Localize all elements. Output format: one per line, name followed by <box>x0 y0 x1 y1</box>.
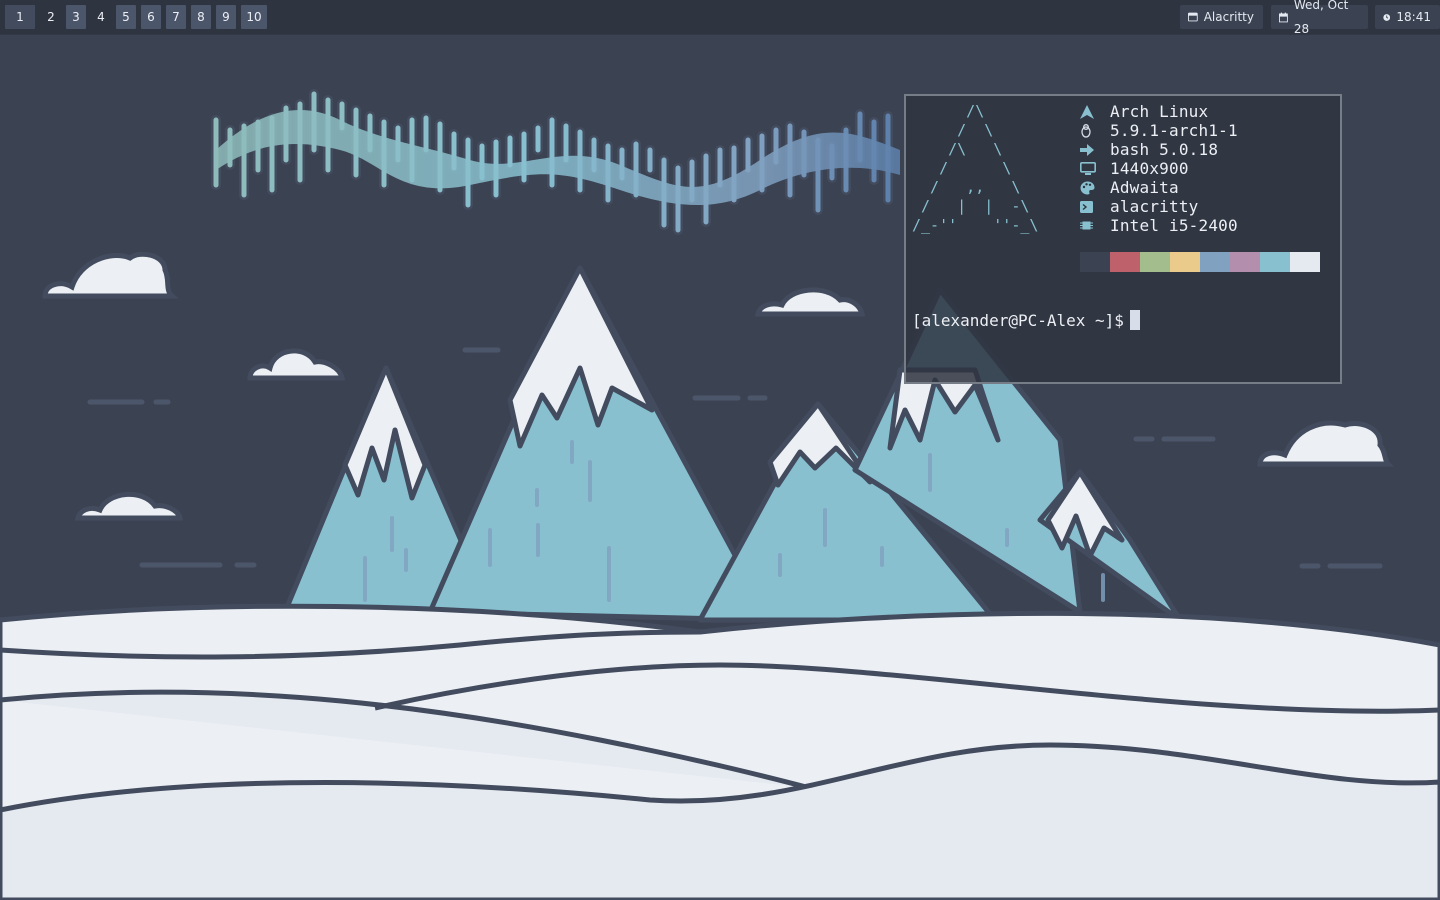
time-label: 18:41 <box>1396 10 1431 24</box>
workspace-8[interactable]: 8 <box>191 5 211 29</box>
active-window-indicator[interactable]: Alacritty <box>1180 5 1263 29</box>
active-window-label: Alacritty <box>1203 10 1254 24</box>
palette-swatch-0 <box>1080 252 1110 272</box>
monitor-icon <box>1080 161 1096 175</box>
workspace-switcher: 1 2 3 4 5 6 7 8 9 10 <box>5 5 272 29</box>
palette-swatch-5 <box>1230 252 1260 272</box>
info-row-shell: bash 5.0.18 <box>1080 140 1238 159</box>
palette-swatch-3 <box>1170 252 1200 272</box>
prompt-text: [alexander@PC-Alex ~]$ <box>912 310 1124 330</box>
workspace-1[interactable]: 1 <box>5 5 35 29</box>
info-row-resolution: 1440x900 <box>1080 159 1238 178</box>
neofetch-info: Arch Linux 5.9.1-arch1-1 bash 5.0.18 144… <box>1080 102 1238 235</box>
palette-swatch-1 <box>1110 252 1140 272</box>
window-icon <box>1188 12 1198 22</box>
workspace-3[interactable]: 3 <box>66 5 86 29</box>
workspace-2[interactable]: 2 <box>47 10 55 24</box>
clock-indicator[interactable]: 18:41 <box>1375 5 1440 29</box>
workspace-10[interactable]: 10 <box>241 5 267 29</box>
info-row-distro: Arch Linux <box>1080 102 1238 121</box>
cpu-chip-icon <box>1080 221 1093 230</box>
alacritty-terminal-window[interactable]: /\ / \ /\ \ / \ / ,, \ / | | -\ /_-'' ''… <box>904 94 1342 384</box>
clock-icon <box>1383 13 1391 21</box>
color-palette <box>1080 252 1320 272</box>
palette-swatch-4 <box>1200 252 1230 272</box>
shell-prompt[interactable]: [alexander@PC-Alex ~]$ <box>912 310 1140 330</box>
workspace-6[interactable]: 6 <box>141 5 161 29</box>
linux-penguin-icon <box>1081 123 1091 138</box>
date-indicator[interactable]: Wed, Oct 28 <box>1271 0 1368 36</box>
calendar-icon <box>1279 12 1288 22</box>
palette-swatch-7 <box>1290 252 1320 272</box>
info-row-cpu: Intel i5-2400 <box>1080 216 1238 235</box>
palette-swatch-2 <box>1140 252 1170 272</box>
workspace-4[interactable]: 4 <box>97 10 105 24</box>
workspace-7[interactable]: 7 <box>166 5 186 29</box>
info-row-kernel: 5.9.1-arch1-1 <box>1080 121 1238 140</box>
terminal-icon <box>1080 200 1093 213</box>
info-row-theme: Adwaita <box>1080 178 1238 197</box>
palette-swatch-6 <box>1260 252 1290 272</box>
arch-icon <box>1080 104 1094 119</box>
workspace-9[interactable]: 9 <box>216 5 236 29</box>
palette-icon <box>1080 181 1095 194</box>
info-row-terminal: alacritty <box>1080 197 1238 216</box>
clouds <box>42 251 1395 521</box>
text-cursor <box>1129 310 1140 330</box>
workspace-5[interactable]: 5 <box>116 5 136 29</box>
arch-ascii-logo: /\ / \ /\ \ / \ / ,, \ / | | -\ /_-'' ''… <box>912 102 1039 234</box>
shell-arrow-icon <box>1080 143 1094 156</box>
date-label: Wed, Oct 28 <box>1293 0 1349 36</box>
top-panel: 1 2 3 4 5 6 7 8 9 10 Alacritty Wed, Oct … <box>0 0 1440 36</box>
